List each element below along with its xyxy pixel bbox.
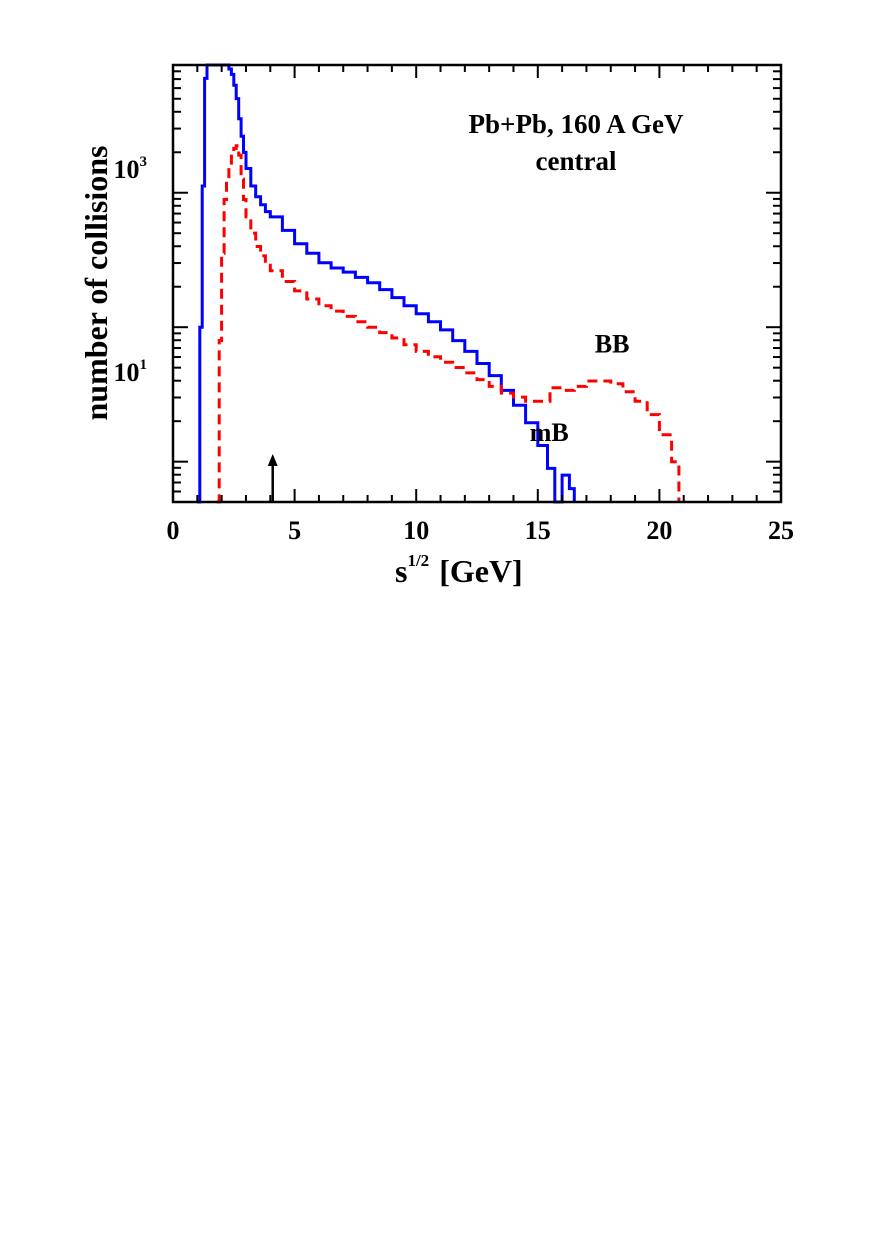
- plot-frame: [171, 63, 783, 504]
- tick-layer: [172, 65, 782, 502]
- y-tick-label-1000: 103: [114, 154, 148, 184]
- arrow-head: [267, 454, 278, 466]
- y-axis-label: number of collisions: [78, 146, 114, 421]
- x-tick-label-10: 10: [403, 516, 429, 545]
- x-tick-label-0: 0: [167, 516, 180, 545]
- y-tick-1000-exp: 3: [140, 154, 148, 170]
- y-tick-10-base: 10: [114, 358, 140, 387]
- x-tick-labels: 0 5 10 15 20 25: [167, 516, 795, 545]
- y-tick-labels: 103 101: [114, 154, 148, 387]
- x-tick-label-20: 20: [646, 516, 672, 545]
- chart-title: Pb+Pb, 160 A GeV: [469, 109, 684, 139]
- y-tick-label-10: 101: [114, 357, 148, 387]
- x-tick-label-15: 15: [525, 516, 551, 545]
- y-tick-1000-base: 10: [114, 155, 140, 184]
- x-axis-label-unit: [GeV]: [439, 553, 523, 589]
- x-axis-label-sup: 1/2: [407, 551, 429, 570]
- series-label-BB: BB: [595, 329, 630, 358]
- y-tick-10-exp: 1: [140, 357, 148, 373]
- chart-subtitle: central: [536, 146, 617, 176]
- x-axis-label: s1/2 [GeV]: [395, 551, 523, 589]
- x-tick-label-25: 25: [768, 516, 794, 545]
- x-tick-label-5: 5: [288, 516, 301, 545]
- x-axis-label-base: s: [395, 553, 407, 589]
- arrow-marker: [267, 454, 278, 502]
- series-label-mB: mB: [530, 418, 569, 447]
- series-line-BB: [216, 144, 681, 504]
